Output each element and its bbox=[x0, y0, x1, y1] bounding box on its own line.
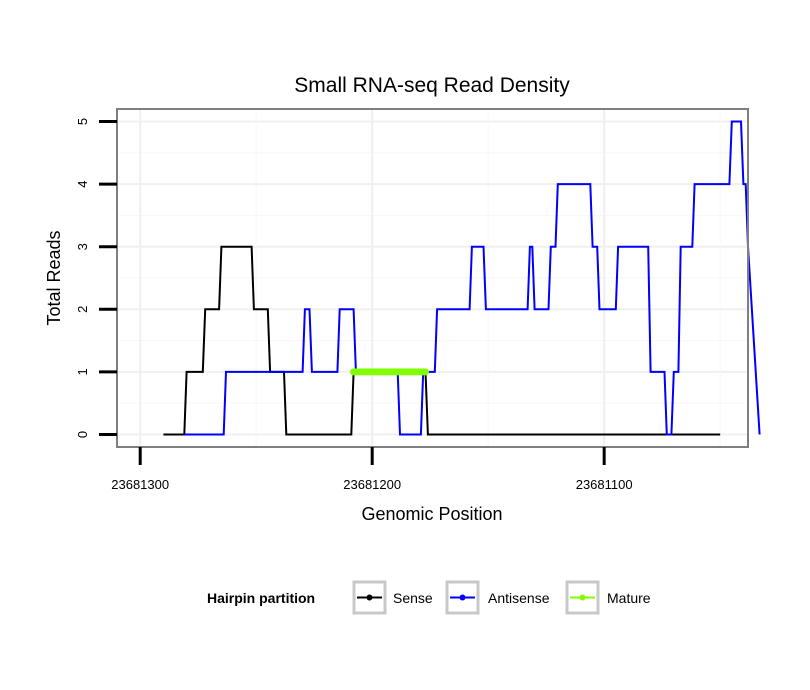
x-tick-label: 23681200 bbox=[343, 477, 401, 492]
y-tick-label: 3 bbox=[75, 243, 90, 250]
legend-label-antisense: Antisense bbox=[488, 590, 550, 606]
y-tick-label: 5 bbox=[75, 118, 90, 125]
legend-item-sense: Sense bbox=[352, 580, 433, 615]
legend-label-sense: Sense bbox=[393, 590, 433, 606]
legend-point-antisense bbox=[459, 594, 466, 601]
legend-title: Hairpin partition bbox=[207, 590, 315, 606]
legend-item-mature: Mature bbox=[565, 580, 651, 615]
chart-title: Small RNA-seq Read Density bbox=[294, 74, 570, 97]
series-mature bbox=[350, 368, 430, 376]
x-tick-label: 23681300 bbox=[111, 477, 169, 492]
data-point-mature bbox=[422, 368, 430, 376]
y-tick-label: 4 bbox=[75, 180, 90, 187]
legend-point-sense bbox=[366, 594, 373, 601]
y-axis: 0 1 2 3 4 5 bbox=[75, 118, 117, 438]
legend-item-antisense: Antisense bbox=[445, 580, 550, 615]
series-layer bbox=[163, 120, 761, 436]
legend-point-mature bbox=[579, 594, 586, 601]
x-axis: 23681300 23681200 23681100 bbox=[111, 447, 633, 492]
series-antisense bbox=[184, 120, 761, 436]
y-tick-label: 1 bbox=[75, 368, 90, 375]
legend: Hairpin partition Sense Antisense Mature bbox=[207, 580, 651, 615]
y-tick-label: 0 bbox=[75, 431, 90, 438]
legend-label-mature: Mature bbox=[607, 590, 651, 606]
y-axis-title: Total Reads bbox=[44, 230, 64, 325]
plot-border bbox=[116, 108, 749, 448]
series-line-antisense bbox=[184, 120, 761, 436]
x-tick-label: 23681100 bbox=[576, 477, 633, 492]
x-axis-title: Genomic Position bbox=[361, 504, 502, 524]
y-tick-label: 2 bbox=[75, 306, 90, 313]
